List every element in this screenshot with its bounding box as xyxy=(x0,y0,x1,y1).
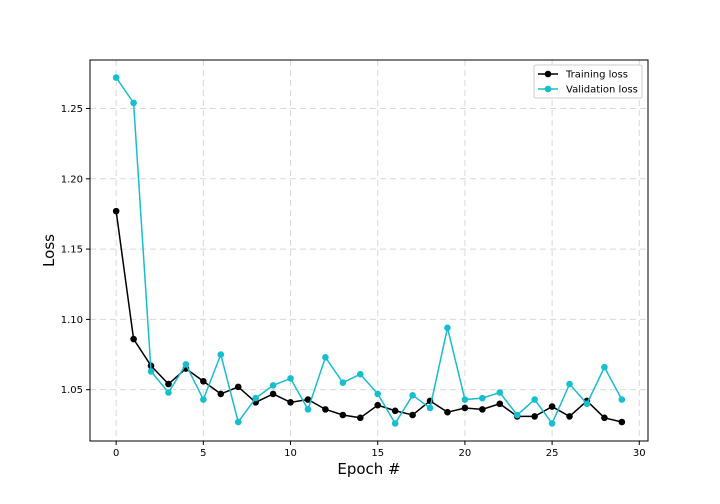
y-tick-label: 1.10 xyxy=(61,315,83,326)
series-group xyxy=(112,74,626,427)
legend: Training loss Validation loss xyxy=(533,64,643,99)
plot-frame xyxy=(89,59,649,442)
data-point xyxy=(339,379,347,386)
data-point xyxy=(566,413,573,420)
data-point xyxy=(409,392,416,399)
data-point xyxy=(339,411,347,419)
data-point xyxy=(147,368,155,375)
data-point xyxy=(112,207,120,215)
y-tick-label: 1.20 xyxy=(61,174,83,185)
data-point xyxy=(269,382,277,389)
data-point xyxy=(217,351,225,358)
data-point xyxy=(391,420,399,427)
data-point xyxy=(548,420,556,427)
data-point xyxy=(461,396,469,403)
series-validation-loss xyxy=(112,74,626,427)
data-point xyxy=(200,377,207,385)
data-point xyxy=(374,401,382,409)
data-point xyxy=(618,418,626,426)
legend-label: Validation loss xyxy=(566,85,638,96)
data-point xyxy=(356,414,364,422)
data-point xyxy=(618,396,626,403)
data-point xyxy=(601,414,608,422)
data-point xyxy=(479,406,486,413)
data-point xyxy=(217,390,225,398)
data-point xyxy=(112,74,120,81)
data-point xyxy=(374,390,382,398)
data-point xyxy=(409,411,416,419)
data-point xyxy=(287,399,294,406)
legend-marker xyxy=(544,85,552,93)
data-point xyxy=(531,413,538,420)
data-point xyxy=(130,99,137,107)
data-point xyxy=(391,407,399,415)
x-tick-label: 5 xyxy=(200,448,206,459)
x-tick-label: 15 xyxy=(371,448,384,459)
data-point xyxy=(287,375,294,382)
data-point xyxy=(182,361,190,368)
legend-box xyxy=(533,64,643,99)
data-point xyxy=(513,411,521,419)
data-point xyxy=(234,418,242,426)
data-point xyxy=(304,396,312,403)
x-tick-label: 10 xyxy=(284,448,297,459)
x-tick-label: 30 xyxy=(633,448,646,459)
data-point xyxy=(548,403,556,410)
series-line xyxy=(115,211,623,423)
data-point xyxy=(444,324,451,332)
data-point xyxy=(130,335,137,343)
data-point xyxy=(200,396,207,403)
data-point xyxy=(426,404,434,412)
data-point xyxy=(496,389,504,396)
data-point xyxy=(165,389,172,396)
data-point xyxy=(252,394,259,402)
x-tick-label: 25 xyxy=(546,448,559,459)
y-axis-label: Loss xyxy=(40,234,58,267)
y-tick-label: 1.05 xyxy=(61,385,83,396)
grid xyxy=(90,60,648,441)
data-point xyxy=(601,363,608,371)
data-point xyxy=(496,400,504,408)
series-line xyxy=(115,77,623,425)
series-training-loss xyxy=(112,207,626,426)
data-point xyxy=(269,390,277,398)
axis-ticks: 0 5 10 15 20 25 30 1.05 1.10 1.15 1.20 1.25 xyxy=(61,104,646,459)
x-tick-label: 20 xyxy=(459,448,472,459)
x-tick-label: 0 xyxy=(113,448,119,459)
data-point xyxy=(444,408,451,416)
legend-marker xyxy=(544,70,552,78)
data-point xyxy=(356,370,364,378)
data-point xyxy=(165,380,172,388)
data-point xyxy=(531,396,538,403)
data-point xyxy=(322,354,329,361)
data-point xyxy=(322,406,329,413)
data-point xyxy=(234,383,242,391)
data-point xyxy=(583,400,591,408)
y-tick-label: 1.15 xyxy=(61,245,83,256)
data-point xyxy=(566,380,573,388)
data-point xyxy=(304,406,312,413)
data-point xyxy=(479,394,486,402)
y-tick-label: 1.25 xyxy=(61,104,83,115)
data-point xyxy=(461,404,469,412)
x-axis-label: Epoch # xyxy=(337,460,400,478)
legend-label: Training loss xyxy=(565,70,628,81)
